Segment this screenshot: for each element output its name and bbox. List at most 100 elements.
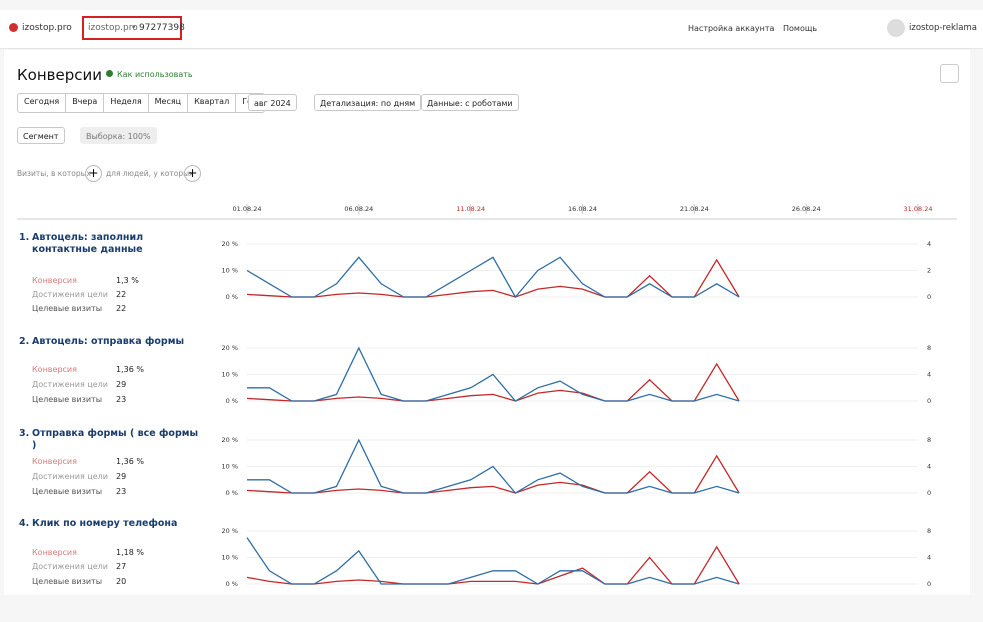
metric-label: Конверсия: [32, 457, 77, 466]
series-line: [247, 346, 740, 402]
settings-button[interactable]: [940, 64, 959, 83]
date-picker[interactable]: авг 2024: [248, 94, 297, 111]
goal-name[interactable]: Клик по номеру телефона: [32, 518, 178, 529]
series-line: [246, 362, 740, 402]
site-icon: [9, 23, 18, 32]
period-button[interactable]: Месяц: [149, 94, 189, 112]
period-button[interactable]: Вчера: [66, 94, 105, 112]
period-selector: СегодняВчераНеделяМесяцКварталГод: [17, 93, 265, 113]
y-tick-label: 0 %: [226, 293, 238, 301]
detail-select[interactable]: Детализация: по дням: [314, 94, 422, 111]
metric-value: 23: [116, 395, 127, 404]
metric-value: 1,3 %: [116, 276, 139, 285]
timeline-label: 21.08.24: [680, 205, 709, 213]
metric-label: Целевые визиты: [32, 577, 103, 586]
y-tick-label: 10 %: [221, 463, 238, 471]
series-line: [246, 454, 740, 494]
metric-label: Достижения цели: [32, 290, 108, 299]
data-select[interactable]: Данные: с роботами: [421, 94, 519, 111]
y-tick-label: 20 %: [221, 240, 238, 248]
how-to-link[interactable]: Как использовать: [117, 70, 193, 79]
metric-value: 20: [116, 577, 127, 586]
metric-value: 29: [116, 472, 127, 481]
y2-tick-label: 0: [927, 489, 931, 497]
filter-people: для людей, у которых: [106, 169, 194, 178]
series-line: [246, 537, 740, 585]
metric-label: Достижения цели: [32, 562, 108, 571]
metric-value: 27: [116, 562, 127, 571]
y2-tick-label: 4: [927, 463, 931, 471]
y2-tick-label: 4: [927, 371, 931, 379]
metric-label: Достижения цели: [32, 472, 108, 481]
goal-number: 1.: [19, 232, 30, 243]
metric-value: 29: [116, 380, 127, 389]
goal-name[interactable]: Отправка формы ( все формы ): [32, 428, 199, 451]
counter-highlight: [82, 16, 182, 40]
account-settings[interactable]: Настройка аккаунта: [688, 24, 775, 33]
metric-value: 23: [116, 487, 127, 496]
period-button[interactable]: Неделя: [104, 94, 149, 112]
goal-name[interactable]: Автоцель: отправка формы: [32, 336, 185, 347]
y2-tick-label: 8: [927, 344, 931, 352]
goal-number: 2.: [19, 336, 30, 347]
y2-tick-label: 8: [927, 527, 931, 535]
metric-value: 1,18 %: [116, 548, 144, 557]
y2-tick-label: 8: [927, 436, 931, 444]
user-name[interactable]: izostop-reklama: [909, 23, 977, 33]
metric-label: Целевые визиты: [32, 304, 103, 313]
series-line: [247, 438, 740, 494]
counter-id[interactable]: 97277398: [139, 23, 185, 33]
page-title: Конверсии: [17, 66, 102, 84]
y2-tick-label: 0: [927, 397, 931, 405]
segment-button[interactable]: Сегмент: [17, 127, 65, 144]
y-tick-label: 10 %: [221, 267, 238, 275]
sample-select[interactable]: Выборка: 100%: [80, 127, 157, 144]
metric-value: 22: [116, 290, 127, 299]
timeline-label: 26.08.24: [792, 205, 821, 213]
timeline-label: 16.08.24: [568, 205, 597, 213]
y-tick-label: 0 %: [226, 580, 238, 588]
y-tick-label: 20 %: [221, 344, 238, 352]
add-people-filter[interactable]: +: [184, 165, 201, 182]
metric-label: Конверсия: [32, 276, 77, 285]
y2-tick-label: 2: [927, 267, 931, 275]
help-menu[interactable]: Помощь: [783, 24, 818, 33]
counter-site[interactable]: izostop.pro: [88, 23, 138, 33]
timeline-label: 06.08.24: [344, 205, 373, 213]
metric-label: Целевые визиты: [32, 395, 103, 404]
counter-separator: •: [131, 23, 137, 33]
y-tick-label: 0 %: [226, 489, 238, 497]
y-tick-label: 20 %: [221, 527, 238, 535]
site-name[interactable]: izostop.pro: [22, 23, 72, 33]
filter-visits: Визиты, в которых: [17, 169, 91, 178]
metric-label: Достижения цели: [32, 380, 108, 389]
avatar[interactable]: [887, 19, 905, 37]
y-tick-label: 0 %: [226, 397, 238, 405]
y-tick-label: 10 %: [221, 371, 238, 379]
timeline-label: 11.08.24: [456, 205, 485, 213]
report-card: [4, 50, 970, 595]
metric-value: 1,36 %: [116, 457, 144, 466]
y2-tick-label: 0: [927, 580, 931, 588]
goal-number: 4.: [19, 518, 30, 529]
y2-tick-label: 4: [927, 240, 931, 248]
y2-tick-label: 4: [927, 554, 931, 562]
metric-label: Целевые визиты: [32, 487, 103, 496]
period-button[interactable]: Сегодня: [18, 94, 67, 112]
y-tick-label: 20 %: [221, 436, 238, 444]
help-icon: [106, 70, 113, 77]
y2-tick-label: 0: [927, 293, 931, 301]
goal-name[interactable]: Автоцель: заполнил контактные данные: [32, 232, 144, 255]
metric-label: Конверсия: [32, 365, 77, 374]
goal-number: 3.: [19, 428, 30, 439]
metric-value: 1,36 %: [116, 365, 144, 374]
metric-label: Конверсия: [32, 548, 77, 557]
y-tick-label: 10 %: [221, 554, 238, 562]
add-visit-filter[interactable]: +: [85, 165, 102, 182]
period-button[interactable]: Квартал: [188, 94, 237, 112]
timeline-label: 31.08.24: [904, 205, 933, 213]
series-line: [246, 258, 740, 298]
timeline-label: 01.08.24: [233, 205, 262, 213]
